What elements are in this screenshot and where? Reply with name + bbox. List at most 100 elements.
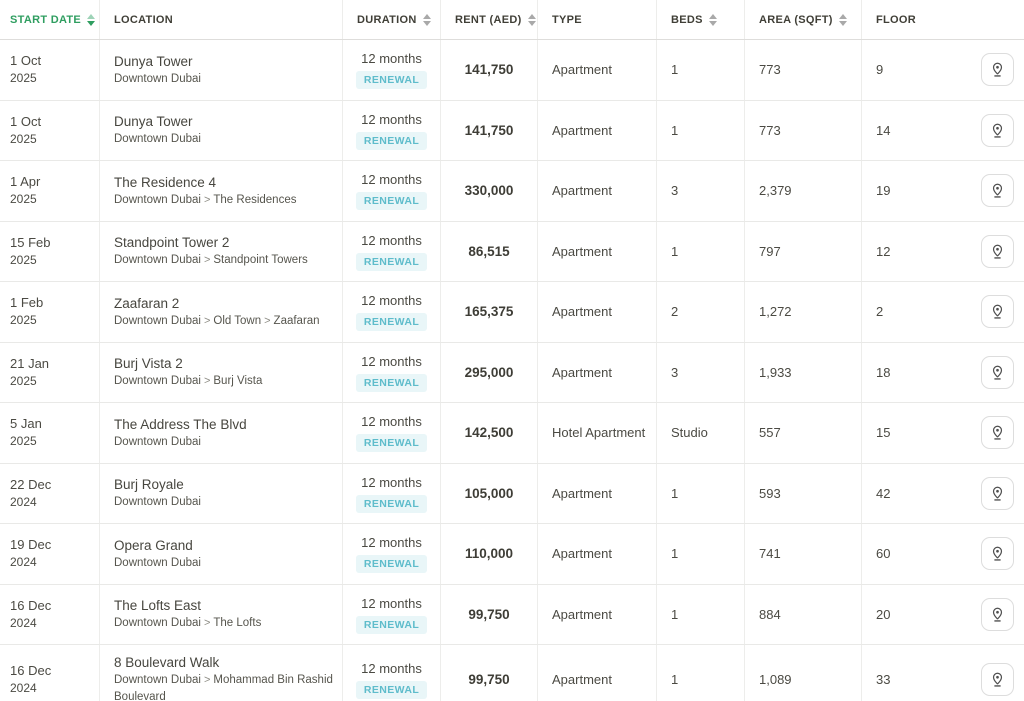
table-row: 1 Oct 2025 Dunya Tower Downtown Dubai 12… [0,40,1024,101]
pin-drop-icon [992,607,1003,622]
column-header-rent[interactable]: RENT (AED) [441,0,538,39]
duration-cell: 12 months RENEWAL [343,161,441,221]
start-date-year: 2025 [10,131,37,146]
type-cell: Apartment [538,342,657,402]
duration-cell: 12 months RENEWAL [343,463,441,523]
area-value: 1,272 [759,304,792,320]
beds-value: 2 [671,304,679,320]
rent-value: 110,000 [464,546,514,562]
table-row: 21 Jan 2025 Burj Vista 2 Downtown Dubai >… [0,342,1024,403]
type-cell: Apartment [538,463,657,523]
breadcrumb-segment: Standpoint Towers [213,254,308,267]
location-cell: Dunya Tower Downtown Dubai [100,40,343,100]
table-row: 22 Dec 2024 Burj Royale Downtown Dubai 1… [0,463,1024,524]
floor-value: 12 [876,243,891,259]
location-name: Zaafaran 2 [114,295,180,311]
map-pin-button[interactable] [981,537,1014,571]
start-date-day: 1 Apr [10,174,41,190]
floor-cell: 60 [862,524,1024,584]
table-row: 19 Dec 2024 Opera Grand Downtown Dubai 1… [0,524,1024,585]
breadcrumb-segment: Downtown Dubai [114,133,201,146]
breadcrumb-segment: The Lofts [213,617,262,630]
breadcrumb-segment: The Residences [213,193,297,206]
floor-value: 19 [876,183,891,199]
start-date-day: 1 Oct [10,113,42,129]
start-date-day: 21 Jan [10,355,50,371]
column-header-beds[interactable]: BEDS [657,0,745,39]
rent-cell: 99,750 [441,584,538,644]
rent-cell: 86,515 [441,221,538,281]
pin-drop-icon [992,672,1003,687]
start-date-day: 16 Dec [10,663,52,678]
breadcrumb-segment: Downtown Dubai [114,496,201,509]
map-pin-button[interactable] [981,355,1014,389]
beds-cell: 3 [657,342,745,402]
rent-cell: 165,375 [441,282,538,342]
column-header-label: DURATION [357,13,417,26]
column-header-area[interactable]: AREA (SQFT) [745,0,862,39]
pin-drop-icon [992,123,1003,138]
breadcrumb-segment: Zaafaran [273,314,320,327]
breadcrumb-segment: Downtown Dubai [114,314,201,327]
column-header-duration[interactable]: DURATION [343,0,441,39]
location-cell: Burj Vista 2 Downtown Dubai > Burj Vista [100,342,343,402]
map-pin-button[interactable] [981,597,1014,631]
map-pin-button[interactable] [981,416,1014,450]
type-value: Apartment [552,485,612,501]
sort-icon[interactable] [708,13,717,26]
beds-value: Studio [671,425,708,441]
location-cell: Opera Grand Downtown Dubai [100,524,343,584]
type-value: Hotel Apartment [552,425,646,441]
breadcrumb-segment: Downtown Dubai [114,375,201,388]
location-breadcrumb: Downtown Dubai > The Lofts [114,615,334,632]
pin-drop-icon [992,244,1003,259]
breadcrumb-separator: > [203,617,211,630]
rent-value: 295,000 [464,364,514,380]
duration-cell: 12 months RENEWAL [343,100,441,160]
duration-cell: 12 months RENEWAL [343,282,441,342]
pin-drop-icon [992,62,1003,77]
column-header-start-date[interactable]: START DATE [0,0,100,39]
sort-icon[interactable] [87,13,96,26]
map-pin-button[interactable] [981,234,1014,268]
duration-value: 12 months [361,353,422,369]
area-cell: 773 [745,40,862,100]
duration-cell: 12 months RENEWAL [343,584,441,644]
area-cell: 557 [745,403,862,463]
map-pin-button[interactable] [981,53,1014,87]
location-name: Dunya Tower [114,114,193,130]
duration-cell: 12 months RENEWAL [343,524,441,584]
beds-value: 1 [671,606,679,622]
column-header-label: FLOOR [876,13,916,26]
beds-cell: 1 [657,584,745,644]
location-cell: The Residence 4 Downtown Dubai > The Resid… [100,161,343,221]
duration-cell: 12 months RENEWAL [343,645,441,701]
pin-drop-icon [992,365,1003,380]
location-name: Burj Royale [114,477,184,493]
type-cell: Apartment [538,40,657,100]
floor-cell: 12 [862,222,1024,282]
start-date-day: 22 Dec [10,476,52,492]
sort-icon[interactable] [422,13,431,26]
floor-cell: 42 [862,464,1024,524]
map-pin-button[interactable] [981,295,1014,329]
map-pin-button[interactable] [981,663,1014,696]
rent-value: 141,750 [464,122,514,138]
location-name: The Lofts East [114,598,202,614]
area-value: 773 [759,122,781,138]
beds-value: 1 [671,672,679,687]
duration-cell: 12 months RENEWAL [343,221,441,281]
duration-cell: 12 months RENEWAL [343,403,441,463]
area-value: 1,933 [759,364,792,380]
sort-icon[interactable] [527,13,536,26]
map-pin-button[interactable] [981,113,1014,147]
map-pin-button[interactable] [981,174,1014,208]
type-value: Apartment [552,122,612,138]
rent-cell: 99,750 [441,645,538,701]
breadcrumb-segment: Downtown Dubai [114,254,201,267]
breadcrumb-segment: Burj Vista [213,375,263,388]
map-pin-button[interactable] [981,476,1014,510]
start-date-cell: 5 Jan 2025 [0,403,100,463]
location-breadcrumb: Downtown Dubai > Mohammad Bin Rashid Boule… [114,672,334,701]
sort-icon[interactable] [838,13,847,26]
